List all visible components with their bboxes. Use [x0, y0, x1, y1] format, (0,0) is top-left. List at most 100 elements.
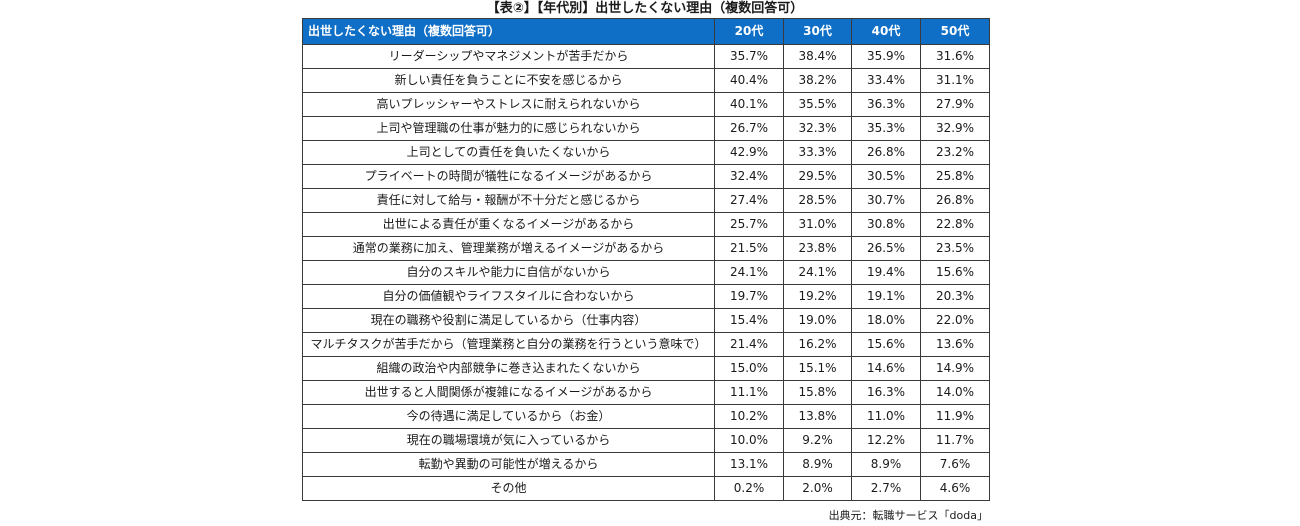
value-cell-30s: 29.5% [783, 164, 852, 189]
row-reason-cell: 出世による責任が重くなるイメージがあるから [302, 212, 715, 237]
value-cell-50s: 4.6% [920, 476, 990, 501]
value-cell-30s: 32.3% [783, 116, 852, 141]
column-header-20s: 20代 [714, 18, 784, 45]
row-reason-cell: 高いプレッシャーやストレスに耐えられないから [302, 92, 715, 117]
table-row: 現在の職務や役割に満足しているから（仕事内容） 15.4% 19.0% 18.0% 22… [302, 308, 990, 333]
value-cell-20s: 42.9% [714, 140, 784, 165]
value-cell-40s: 30.5% [851, 164, 921, 189]
column-header-40s: 40代 [851, 18, 921, 45]
value-cell-50s: 11.7% [920, 428, 990, 453]
value-cell-40s: 26.8% [851, 140, 921, 165]
value-cell-20s: 13.1% [714, 452, 784, 477]
results-table: 出世したくない理由（複数回答可） 20代 30代 40代 50代 リーダーシップ… [302, 18, 990, 501]
table-row: 自分のスキルや能力に自信がないから 24.1% 24.1% 19.4% 15.6% [302, 260, 990, 285]
table-row: 通常の業務に加え、管理業務が増えるイメージがあるから 21.5% 23.8% 26.5… [302, 236, 990, 261]
value-cell-30s: 23.8% [783, 236, 852, 261]
value-cell-40s: 18.0% [851, 308, 921, 333]
table-row: 出世による責任が重くなるイメージがあるから 25.7% 31.0% 30.8% 22.8… [302, 212, 990, 237]
value-cell-30s: 31.0% [783, 212, 852, 237]
value-cell-40s: 2.7% [851, 476, 921, 501]
table-row: その他 0.2% 2.0% 2.7% 4.6% [302, 476, 990, 501]
value-cell-20s: 25.7% [714, 212, 784, 237]
value-cell-40s: 26.5% [851, 236, 921, 261]
table-body: リーダーシップやマネジメントが苦手だから 35.7% 38.4% 35.9% 31.6%… [302, 44, 990, 501]
source-credit: 出典元：転職サービス「doda」 [828, 509, 988, 522]
table-row: 上司や管理職の仕事が魅力的に感じられないから 26.7% 32.3% 35.3% 32.… [302, 116, 990, 141]
table-row: 出世すると人間関係が複雑になるイメージがあるから 11.1% 15.8% 16.3% 1… [302, 380, 990, 405]
row-reason-cell: 組織の政治や内部競争に巻き込まれたくないから [302, 356, 715, 381]
table-row: 責任に対して給与・報酬が不十分だと感じるから 27.4% 28.5% 30.7% 26.… [302, 188, 990, 213]
table-row: 現在の職場環境が気に入っているから 10.0% 9.2% 12.2% 11.7% [302, 428, 990, 453]
table-row: 組織の政治や内部競争に巻き込まれたくないから 15.0% 15.1% 14.6% 14.… [302, 356, 990, 381]
value-cell-50s: 23.2% [920, 140, 990, 165]
row-reason-cell: 今の待遇に満足しているから（お金） [302, 404, 715, 429]
row-reason-cell: その他 [302, 476, 715, 501]
value-cell-20s: 21.5% [714, 236, 784, 261]
value-cell-20s: 32.4% [714, 164, 784, 189]
value-cell-50s: 25.8% [920, 164, 990, 189]
table-row: 転勤や異動の可能性が増えるから 13.1% 8.9% 8.9% 7.6% [302, 452, 990, 477]
value-cell-50s: 14.0% [920, 380, 990, 405]
value-cell-30s: 9.2% [783, 428, 852, 453]
value-cell-30s: 33.3% [783, 140, 852, 165]
table-row: 今の待遇に満足しているから（お金） 10.2% 13.8% 11.0% 11.9% [302, 404, 990, 429]
value-cell-40s: 19.1% [851, 284, 921, 309]
row-reason-cell: 現在の職務や役割に満足しているから（仕事内容） [302, 308, 715, 333]
value-cell-20s: 24.1% [714, 260, 784, 285]
table-row: リーダーシップやマネジメントが苦手だから 35.7% 38.4% 35.9% 31.6% [302, 44, 990, 69]
value-cell-50s: 14.9% [920, 356, 990, 381]
value-cell-20s: 26.7% [714, 116, 784, 141]
table-row: マルチタスクが苦手だから（管理業務と自分の業務を行うという意味で） 21.4% 16… [302, 332, 990, 357]
value-cell-20s: 27.4% [714, 188, 784, 213]
value-cell-30s: 19.0% [783, 308, 852, 333]
value-cell-30s: 15.1% [783, 356, 852, 381]
value-cell-20s: 15.4% [714, 308, 784, 333]
value-cell-50s: 23.5% [920, 236, 990, 261]
value-cell-50s: 26.8% [920, 188, 990, 213]
value-cell-20s: 0.2% [714, 476, 784, 501]
value-cell-40s: 30.8% [851, 212, 921, 237]
value-cell-30s: 15.8% [783, 380, 852, 405]
value-cell-40s: 14.6% [851, 356, 921, 381]
value-cell-20s: 40.1% [714, 92, 784, 117]
value-cell-50s: 32.9% [920, 116, 990, 141]
value-cell-40s: 19.4% [851, 260, 921, 285]
value-cell-30s: 35.5% [783, 92, 852, 117]
value-cell-40s: 12.2% [851, 428, 921, 453]
value-cell-50s: 11.9% [920, 404, 990, 429]
column-header-30s: 30代 [783, 18, 852, 45]
value-cell-50s: 15.6% [920, 260, 990, 285]
value-cell-50s: 31.1% [920, 68, 990, 93]
row-reason-cell: 上司や管理職の仕事が魅力的に感じられないから [302, 116, 715, 141]
value-cell-20s: 15.0% [714, 356, 784, 381]
row-reason-cell: 通常の業務に加え、管理業務が増えるイメージがあるから [302, 236, 715, 261]
value-cell-40s: 30.7% [851, 188, 921, 213]
value-cell-20s: 10.2% [714, 404, 784, 429]
value-cell-50s: 27.9% [920, 92, 990, 117]
value-cell-30s: 19.2% [783, 284, 852, 309]
value-cell-30s: 24.1% [783, 260, 852, 285]
row-reason-cell: 自分のスキルや能力に自信がないから [302, 260, 715, 285]
value-cell-40s: 33.4% [851, 68, 921, 93]
value-cell-30s: 38.2% [783, 68, 852, 93]
value-cell-20s: 21.4% [714, 332, 784, 357]
column-header-reason: 出世したくない理由（複数回答可） [302, 18, 715, 45]
value-cell-30s: 16.2% [783, 332, 852, 357]
value-cell-40s: 11.0% [851, 404, 921, 429]
value-cell-40s: 35.3% [851, 116, 921, 141]
value-cell-40s: 8.9% [851, 452, 921, 477]
value-cell-50s: 22.8% [920, 212, 990, 237]
value-cell-30s: 8.9% [783, 452, 852, 477]
row-reason-cell: マルチタスクが苦手だから（管理業務と自分の業務を行うという意味で） [302, 332, 715, 357]
value-cell-50s: 13.6% [920, 332, 990, 357]
row-reason-cell: 上司としての責任を負いたくないから [302, 140, 715, 165]
value-cell-40s: 35.9% [851, 44, 921, 69]
row-reason-cell: 現在の職場環境が気に入っているから [302, 428, 715, 453]
table-row: プライベートの時間が犠牲になるイメージがあるから 32.4% 29.5% 30.5% 2… [302, 164, 990, 189]
value-cell-50s: 20.3% [920, 284, 990, 309]
value-cell-40s: 36.3% [851, 92, 921, 117]
value-cell-30s: 38.4% [783, 44, 852, 69]
value-cell-50s: 31.6% [920, 44, 990, 69]
table-title: 【表②】【年代別】出世したくない理由（複数回答可） [486, 1, 804, 16]
table-row: 上司としての責任を負いたくないから 42.9% 33.3% 26.8% 23.2% [302, 140, 990, 165]
